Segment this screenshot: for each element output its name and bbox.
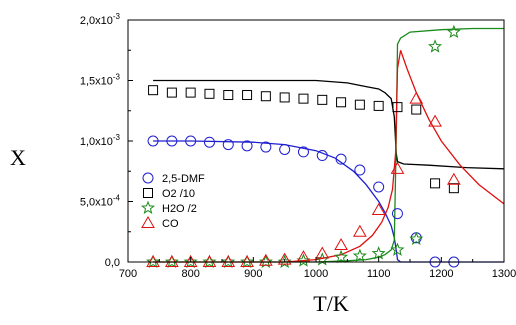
x-axis-title: T/K <box>313 291 349 316</box>
x-tick-label: 1200 <box>429 268 453 280</box>
data-point-h2o-2 <box>146 254 161 268</box>
data-point-2-5-dmf <box>241 140 253 152</box>
data-point-o2-10 <box>430 178 441 189</box>
legend-label-o2-10: O2 /10 <box>162 188 195 200</box>
data-point-h2o-2 <box>277 254 292 268</box>
data-point-2-5-dmf <box>316 150 328 162</box>
data-point-o2-10 <box>354 99 365 110</box>
data-point-o2-10 <box>260 91 271 102</box>
data-point-h2o-2 <box>221 254 236 268</box>
x-tick-label: 1100 <box>367 268 391 280</box>
data-point-o2-10 <box>448 183 459 194</box>
x-tick-label: 1000 <box>304 268 328 280</box>
data-point-o2-10 <box>411 104 422 115</box>
model-line-co <box>153 50 505 263</box>
data-point-h2o-2 <box>202 254 217 268</box>
x-tick-label: 700 <box>119 268 137 280</box>
data-point-h2o-2 <box>240 254 255 268</box>
data-point-o2-10 <box>242 90 253 101</box>
data-point-co <box>165 254 179 267</box>
y-tick-label: 2,0x10-3 <box>80 12 121 27</box>
data-point-co <box>221 254 236 267</box>
legend-label-h2o-2: H2O /2 <box>162 203 197 215</box>
data-point-2-5-dmf <box>354 164 366 176</box>
model-line-2-5-dmf <box>153 140 504 263</box>
data-point-h2o-2 <box>164 254 179 268</box>
data-point-o2-10 <box>148 85 159 96</box>
data-point-co <box>259 253 273 266</box>
y-tick-label: 1,5x10-3 <box>80 73 121 88</box>
data-point-co <box>371 202 386 215</box>
data-point-o2-10 <box>279 92 290 103</box>
data-point-h2o-2 <box>390 242 405 256</box>
data-point-co <box>202 254 217 267</box>
data-point-h2o-2 <box>352 248 367 262</box>
data-point-h2o-2 <box>258 254 273 268</box>
data-point-o2-10 <box>204 88 215 99</box>
data-point-o2-10 <box>317 94 328 105</box>
data-point-2-5-dmf <box>185 135 197 147</box>
legend-marker-co <box>141 215 155 228</box>
y-tick-label: 5,0x10-4 <box>80 194 121 209</box>
model-line-o2-10 <box>153 79 505 170</box>
data-point-o2-10 <box>166 87 177 98</box>
x-tick-label: 900 <box>244 268 262 280</box>
data-point-co <box>447 172 461 185</box>
data-point-h2o-2 <box>446 24 461 39</box>
data-point-h2o-2 <box>183 254 198 268</box>
data-point-2-5-dmf <box>166 135 178 147</box>
data-point-2-5-dmf <box>373 181 385 193</box>
data-point-o2-10 <box>392 102 403 113</box>
data-point-2-5-dmf <box>203 136 215 148</box>
legend-marker-2-5-dmf <box>142 172 154 184</box>
legend-label-2-5-dmf: 2,5-DMF <box>162 173 205 185</box>
data-point-co <box>277 252 292 265</box>
model-line-h2o-2 <box>153 27 504 263</box>
legend-marker-o2-10 <box>143 188 153 198</box>
data-point-h2o-2 <box>428 39 443 53</box>
model-lines <box>153 27 505 263</box>
data-point-2-5-dmf <box>391 208 403 220</box>
data-point-co <box>315 246 330 259</box>
data-point-h2o-2 <box>371 246 386 260</box>
data-point-h2o-2 <box>409 231 424 245</box>
data-point-2-5-dmf <box>279 143 291 155</box>
y-tick-label: 1,0x10-3 <box>80 133 121 148</box>
data-point-co <box>353 224 367 237</box>
data-point-2-5-dmf <box>147 135 159 147</box>
x-tick-label: 800 <box>181 268 199 280</box>
data-point-co <box>428 114 442 127</box>
legend-label-co: CO <box>162 218 179 230</box>
legend: 2,5-DMF O2 /10 H2O /2 CO <box>140 172 205 230</box>
legend-marker-h2o-2 <box>140 200 156 214</box>
data-point-co <box>240 254 254 267</box>
data-point-2-5-dmf <box>222 139 234 151</box>
y-axis-title: X <box>10 145 26 170</box>
data-point-2-5-dmf <box>297 146 309 158</box>
data-point-2-5-dmf <box>335 153 347 165</box>
data-point-co <box>334 238 348 251</box>
data-point-co <box>146 254 160 267</box>
data-point-co <box>183 254 198 267</box>
data-point-o2-10 <box>223 90 234 101</box>
data-point-2-5-dmf <box>260 141 272 153</box>
data-point-o2-10 <box>185 87 196 98</box>
data-point-o2-10 <box>373 100 384 111</box>
data-point-co <box>390 161 405 174</box>
data-point-o2-10 <box>336 97 347 108</box>
axes: 700 800 900 1000 1100 1200 1300 0,0 5,0x10-4 1,0x… <box>80 12 516 280</box>
data-points <box>146 24 461 268</box>
data-point-co <box>409 91 424 104</box>
data-point-h2o-2 <box>334 249 349 264</box>
y-tick-label: 0,0 <box>105 257 120 269</box>
data-point-o2-10 <box>298 93 309 104</box>
x-tick-label: 1300 <box>492 268 516 280</box>
